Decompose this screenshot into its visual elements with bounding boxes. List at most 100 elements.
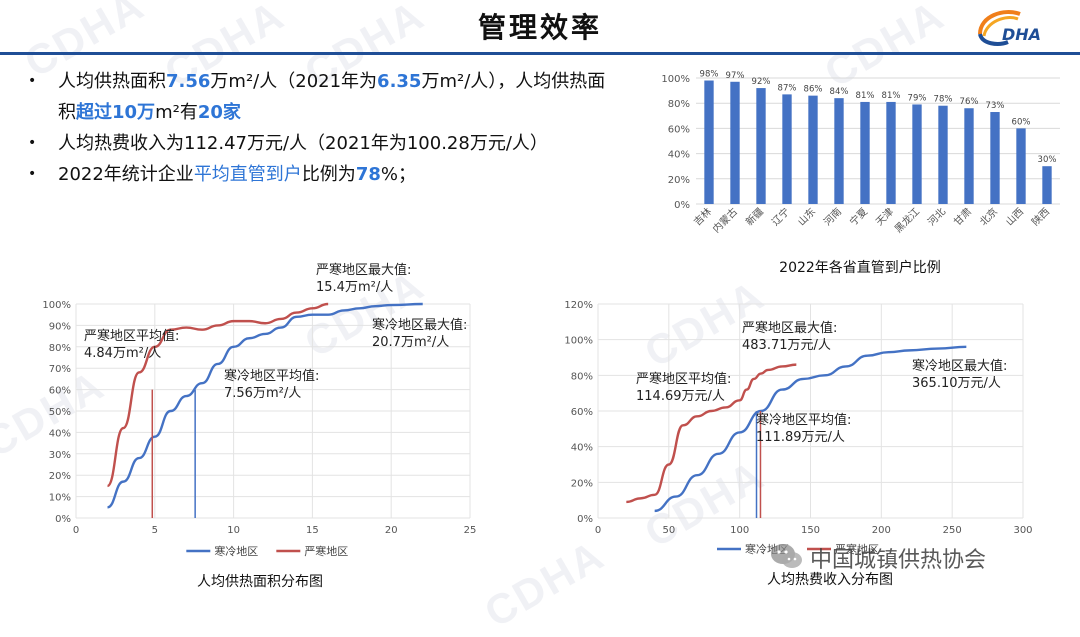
bar (990, 112, 1000, 204)
bullet-text-segment: 2022年统计企业 (58, 164, 194, 185)
y-tick-label: 0% (55, 514, 71, 525)
bar (834, 98, 844, 204)
y-tick-label: 120% (564, 300, 593, 311)
bullet-item: 2022年统计企业平均直管到户比例为78%； (28, 159, 618, 190)
y-tick-label: 80% (49, 343, 71, 354)
x-tick-label: 250 (943, 525, 962, 536)
x-tick-label: 150 (801, 525, 820, 536)
data-label: 30% (1038, 155, 1057, 165)
bar (730, 81, 740, 204)
bar (704, 80, 714, 204)
series-line (654, 345, 967, 513)
bullet-list: 人均供热面积7.56万m²/人（2021年为6.35万m²/人），人均供热面积超… (28, 66, 618, 190)
legend-label: 严寒地区 (835, 542, 879, 556)
cdha-logo: DHA (978, 10, 1041, 46)
fee-distribution-chart: 0% 20% 40% 60% 80% 100% 120% 0 50 100 150 200 250 300… (564, 300, 1032, 556)
x-tick-label: 辽宁 (769, 205, 792, 228)
y-tick-label: 20% (571, 478, 593, 489)
annotation-label: 7.56万m²/人 (224, 386, 301, 401)
y-tick-label: 60% (668, 124, 690, 135)
bullet-text-segment: 比例为 (301, 164, 356, 185)
page-title: 管理效率 (477, 11, 602, 44)
y-tick-label: 60% (49, 386, 71, 397)
annotation-label: 寒冷地区平均值: (224, 368, 319, 384)
y-tick-label: 0% (674, 200, 690, 211)
bullet-text-segment: 超过10万 (76, 102, 156, 123)
bullet-text-segment: 人均供热面积 (58, 71, 166, 92)
annotation-label: 114.69万元/人 (636, 389, 725, 404)
annotation-label: 4.84万m²/人 (84, 346, 161, 361)
bar-chart-title: 2022年各省直管到户比例 (779, 260, 941, 276)
x-tick-label: 25 (464, 525, 477, 536)
x-tick-label: 新疆 (743, 205, 766, 228)
x-tick-label: 内蒙古 (710, 205, 740, 235)
annotation-label: 365.10万元/人 (912, 376, 1001, 391)
data-label: 86% (804, 85, 823, 95)
x-tick-label: 5 (152, 525, 158, 536)
bullet-text-segment: 7.56 (166, 71, 211, 92)
y-tick-label: 80% (668, 99, 690, 110)
bar (808, 95, 818, 204)
x-tick-label: 200 (872, 525, 891, 536)
province-direct-ratio-chart: 0% 20% 40% 60% 80% 100% 98% 吉林 97% 内蒙古 92% 新疆 87% 辽宁 8… (661, 70, 1060, 235)
bar (756, 88, 766, 204)
bar (912, 104, 922, 204)
data-label: 78% (934, 95, 953, 105)
y-tick-label: 20% (668, 175, 690, 186)
bullet-text-segment: 万m²/人（2021年为 (210, 71, 378, 92)
annotation-label: 严寒地区平均值: (636, 371, 731, 387)
bar (886, 101, 896, 204)
wechat-account-name: 中国城镇供热协会 (810, 548, 987, 573)
annotation-label: 严寒地区最大值: (316, 262, 411, 278)
data-label: 73% (986, 101, 1005, 111)
data-label: 84% (830, 87, 849, 97)
bullet-text-segment: 人均热费收入为112.47万元/人（2021年为100.28万元/人） (58, 133, 548, 154)
y-tick-label: 60% (571, 407, 593, 418)
x-tick-label: 宁夏 (847, 205, 870, 228)
x-tick-label: 100 (730, 525, 749, 536)
legend-label: 严寒地区 (304, 544, 348, 558)
annotation-label: 111.89万元/人 (756, 430, 845, 445)
y-tick-label: 10% (49, 493, 71, 504)
y-tick-label: 20% (49, 471, 71, 482)
bar (964, 108, 974, 204)
svg-text:DHA: DHA (1002, 25, 1041, 44)
series-line (106, 302, 329, 488)
y-tick-label: 40% (668, 150, 690, 161)
annotation-label: 寒冷地区最大值: (912, 358, 1007, 374)
bullet-text-segment: 78 (355, 164, 381, 185)
data-label: 97% (726, 71, 745, 81)
bullet-text-segment: m²有 (155, 102, 198, 123)
annotation-label: 严寒地区平均值: (84, 328, 179, 344)
fee-chart-title: 人均热费收入分布图 (767, 572, 893, 588)
x-tick-label: 甘肃 (951, 205, 974, 228)
x-tick-label: 0 (73, 525, 79, 536)
annotation-label: 15.4万m²/人 (316, 280, 393, 295)
data-label: 81% (856, 91, 875, 101)
y-tick-label: 40% (571, 443, 593, 454)
x-tick-label: 北京 (977, 205, 1000, 228)
y-tick-label: 0% (577, 514, 593, 525)
bar (1016, 128, 1026, 204)
bullet-text-segment: 20家 (197, 102, 241, 123)
series-line (626, 363, 797, 504)
y-tick-label: 70% (49, 364, 71, 375)
y-tick-label: 30% (49, 450, 71, 461)
data-label: 76% (960, 97, 979, 107)
x-tick-label: 0 (595, 525, 601, 536)
data-label: 81% (882, 91, 901, 101)
annotation-label: 寒冷地区最大值: (372, 317, 467, 333)
x-tick-label: 50 (662, 525, 675, 536)
x-tick-label: 吉林 (691, 205, 714, 228)
x-tick-label: 20 (385, 525, 398, 536)
bullet-text-segment: 万m²/人），人均供热面积 (58, 71, 606, 123)
bar (938, 105, 948, 204)
x-tick-label: 15 (306, 525, 319, 536)
bullet-item: 人均热费收入为112.47万元/人（2021年为100.28万元/人） (28, 128, 618, 159)
y-tick-label: 40% (49, 428, 71, 439)
data-label: 60% (1012, 117, 1031, 127)
y-tick-label: 100% (42, 300, 71, 311)
legend-label: 寒冷地区 (214, 544, 258, 558)
bullet-text-segment: 平均直管到户 (193, 164, 302, 185)
area-chart-title: 人均供热面积分布图 (197, 574, 323, 590)
